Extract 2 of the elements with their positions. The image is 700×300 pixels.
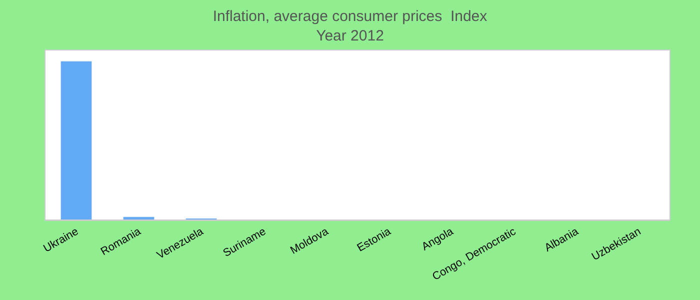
chart-subtitle: Year 2012 [316,28,384,44]
chart-title: Inflation, average consumer prices Index [212,8,488,25]
